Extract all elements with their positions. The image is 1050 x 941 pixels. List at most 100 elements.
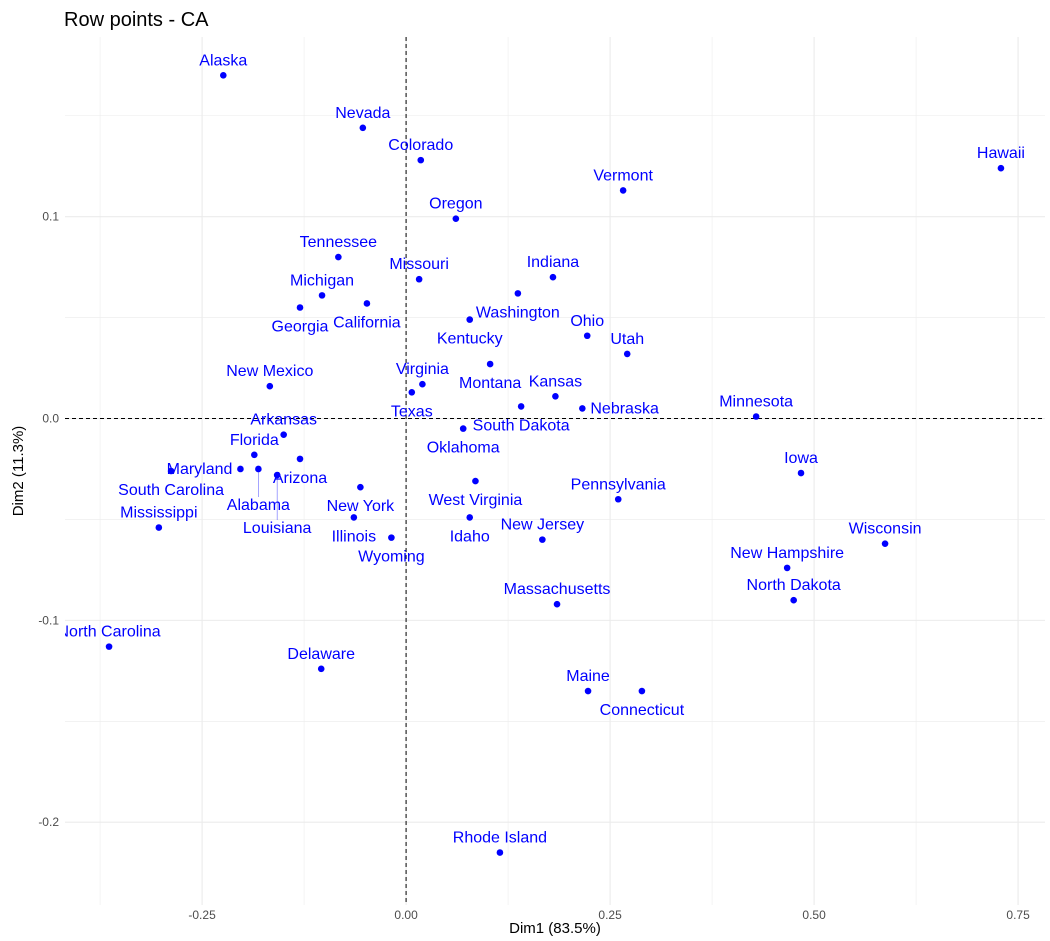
data-point — [452, 215, 460, 222]
data-point-label: West Virginia — [429, 492, 523, 509]
data-point-group: West Virginia — [429, 477, 523, 509]
data-point-group: Montana — [459, 360, 521, 392]
data-point — [251, 451, 258, 459]
data-point-label: Indiana — [527, 254, 580, 271]
data-point-label: North Carolina — [57, 624, 160, 641]
data-point-group: New Hampshire — [730, 545, 844, 572]
data-point — [167, 467, 175, 475]
data-point-label: Maryland — [167, 461, 233, 478]
data-point-group: Georgia — [272, 304, 329, 335]
x-tick-label: 0.25 — [598, 908, 622, 922]
data-point-group: Florida — [230, 432, 279, 459]
data-point-group: Maryland — [167, 461, 244, 478]
x-axis-label: Dim1 (83.5%) — [509, 920, 601, 937]
data-point-label: Massachusetts — [504, 581, 611, 598]
data-point — [155, 524, 163, 531]
data-point-group: New Mexico — [226, 363, 313, 390]
data-point-group: Missouri — [389, 256, 449, 283]
data-point-group: Mississippi — [120, 505, 198, 531]
data-point-label: Idaho — [450, 528, 490, 545]
data-point — [357, 483, 364, 491]
data-point — [579, 405, 586, 412]
data-point-label: Tennessee — [300, 234, 377, 251]
label-leader-lines — [258, 468, 278, 521]
data-point-group: Rhode Island — [453, 830, 547, 856]
data-point — [752, 413, 760, 420]
data-point-label: Connecticut — [600, 702, 685, 719]
data-point-group: Alaska — [199, 52, 247, 79]
data-point-group: New York — [327, 483, 396, 515]
data-point — [583, 332, 591, 340]
data-point-label: Texas — [391, 403, 433, 420]
data-point-group: Kentucky — [437, 316, 503, 348]
data-point-group: South Carolina — [118, 467, 224, 499]
data-point-label: Nevada — [335, 105, 390, 122]
data-point — [517, 403, 525, 410]
data-point-label: Washington — [476, 304, 560, 321]
data-point-label: Ohio — [570, 313, 604, 330]
data-point — [296, 455, 304, 463]
data-point-label: Vermont — [593, 167, 653, 184]
data-point-group: North Carolina — [57, 624, 161, 650]
points-layer: Alaska Nevada Colorado Hawaii Vermont Oregon T… — [57, 52, 1025, 856]
data-point — [584, 687, 592, 695]
data-point-group: Maine — [566, 668, 610, 695]
data-point — [415, 275, 423, 283]
data-point — [623, 350, 631, 358]
data-point-label: Montana — [459, 375, 521, 392]
data-point-group: Tennessee — [300, 234, 377, 261]
data-point-label: California — [333, 314, 401, 331]
data-point-group: Kansas — [529, 373, 582, 400]
data-point — [797, 469, 805, 477]
data-point-label: Kentucky — [437, 331, 503, 348]
data-point-group: Massachusetts — [504, 581, 611, 608]
data-point-label: Nebraska — [590, 400, 659, 417]
data-point — [350, 514, 358, 521]
data-point-label: New Mexico — [226, 363, 313, 380]
data-point-group: Oregon — [429, 196, 483, 222]
data-point — [553, 600, 561, 608]
data-point-label: Rhode Island — [453, 830, 547, 847]
data-point-group: Oklahoma — [427, 425, 500, 457]
data-point — [486, 360, 494, 368]
data-point-label: New Jersey — [501, 517, 585, 534]
data-point-label: Alaska — [199, 52, 247, 69]
data-point-label: Utah — [610, 331, 644, 348]
data-point — [552, 393, 559, 400]
data-point — [335, 253, 342, 261]
data-point — [514, 290, 522, 297]
data-point-group: Arizona — [273, 455, 327, 487]
data-point-group: Colorado — [388, 137, 453, 164]
data-point-label: Iowa — [784, 450, 818, 467]
data-point — [417, 156, 425, 164]
data-point-label: New York — [327, 498, 396, 515]
data-point-group: Idaho — [450, 514, 490, 545]
data-point-label: South Dakota — [473, 417, 570, 434]
data-point-label: Oregon — [429, 196, 482, 213]
data-point-group: Louisiana — [243, 471, 312, 537]
data-point — [388, 534, 395, 541]
data-point-label: Kansas — [529, 373, 582, 390]
data-point-group: Ohio — [570, 313, 604, 340]
data-point-group: Washington — [476, 290, 560, 321]
data-point — [472, 477, 479, 485]
data-point-group: Michigan — [290, 272, 354, 299]
data-point — [459, 425, 467, 432]
data-point-group: Utah — [610, 331, 644, 358]
data-point-group: Nevada — [335, 105, 391, 132]
data-point-label: Wyoming — [358, 549, 425, 566]
data-point — [997, 164, 1005, 172]
data-point-label: Virginia — [396, 361, 449, 378]
data-point-label: Mississippi — [120, 505, 197, 522]
data-point — [359, 124, 367, 132]
chart-title: Row points - CA — [64, 9, 209, 31]
y-axis-label: Dim2 (11.3%) — [10, 426, 27, 517]
data-point-label: South Carolina — [118, 482, 224, 499]
data-point — [466, 316, 474, 323]
data-point-label: Minnesota — [719, 393, 793, 410]
data-point-label: Arizona — [273, 470, 327, 487]
data-point — [363, 300, 371, 307]
data-point — [881, 540, 889, 547]
data-point-group: Hawaii — [977, 145, 1025, 172]
data-point-group: New Jersey — [501, 517, 585, 543]
